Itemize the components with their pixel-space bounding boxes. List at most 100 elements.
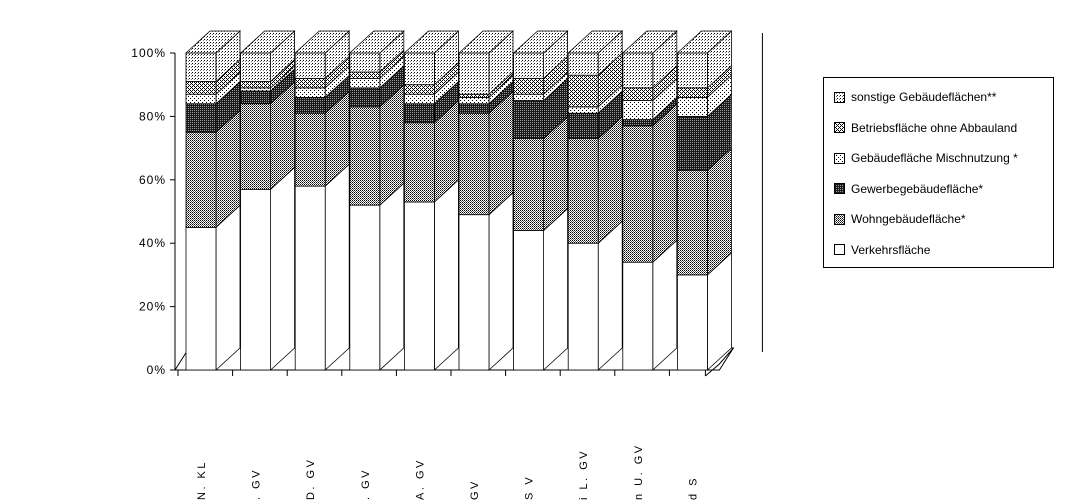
bar-segment xyxy=(185,103,217,133)
bar-segment xyxy=(240,90,272,105)
bar-segment xyxy=(567,74,599,108)
y-tick-label: 0% xyxy=(147,363,166,377)
bar-segment xyxy=(567,242,599,371)
bar-segment xyxy=(622,100,654,120)
bar-segment xyxy=(294,52,326,79)
y-tick-label: 20% xyxy=(139,300,166,314)
bar-segment xyxy=(349,77,381,89)
bar-segment xyxy=(458,103,490,114)
bar-segment xyxy=(622,261,654,371)
bar-segment xyxy=(294,87,326,98)
x-category-label: S V xyxy=(524,475,536,500)
bar-segment-side xyxy=(543,207,568,371)
bar-segment xyxy=(622,119,654,127)
bar-segment-side xyxy=(215,204,241,371)
x-category-label: A. GV xyxy=(414,458,426,500)
bar-top xyxy=(184,30,242,54)
bar-segment xyxy=(403,103,435,124)
bar-segment xyxy=(349,204,381,371)
bar-segment xyxy=(622,87,654,101)
bar-top xyxy=(239,30,296,54)
x-category-label: . GV xyxy=(251,468,263,500)
legend-label: Gebäudefläche Mischnutzung * xyxy=(851,151,1018,165)
bar-segment xyxy=(403,52,435,86)
bar-top xyxy=(348,30,405,54)
bar-segment xyxy=(185,52,217,82)
bar-segment xyxy=(458,96,490,105)
bar-segment xyxy=(513,138,544,231)
legend-item: Betriebsfläche ohne Abbauland xyxy=(834,120,1017,136)
bar-segment xyxy=(185,93,217,105)
bar-stack xyxy=(567,30,624,371)
x-category-label: . GV xyxy=(360,468,372,500)
bar-stack xyxy=(294,30,351,371)
bar-segment xyxy=(349,71,381,79)
bar-segment xyxy=(294,77,326,89)
x-axis: N. KL . GV D. GV . GV A. GV GV S V i L. GV n U. … xyxy=(175,369,720,500)
bar-segment xyxy=(458,112,490,216)
bar-segment xyxy=(567,138,599,244)
y-tick-label: 60% xyxy=(139,173,166,187)
bar-segment xyxy=(622,125,654,263)
x-category-label: i L. GV xyxy=(578,449,590,500)
bar-top xyxy=(403,30,460,54)
bar-segment-side xyxy=(652,239,678,371)
bar-top xyxy=(457,30,515,54)
bar-segment xyxy=(403,201,435,371)
bar-segment xyxy=(567,106,599,114)
legend-swatch xyxy=(834,91,845,103)
bar-segment xyxy=(458,93,490,98)
legend: sonstige Gebäudeflächen** Betriebsfläche … xyxy=(823,77,1054,268)
legend-item: sonstige Gebäudeflächen** xyxy=(834,89,996,105)
bar-segment xyxy=(567,112,599,139)
y-tick-label: 100% xyxy=(131,46,166,60)
bar-segment xyxy=(349,106,381,206)
bar-stack xyxy=(512,30,569,371)
x-category-label: N. KL xyxy=(196,460,208,500)
bar-segment-side xyxy=(324,163,350,371)
legend-swatch xyxy=(834,213,845,225)
legend-swatch xyxy=(834,152,845,164)
bar-stack xyxy=(676,30,733,371)
bar-segment xyxy=(294,96,326,114)
bar-stack xyxy=(239,30,296,371)
bar-stack xyxy=(184,30,242,371)
bar-segment xyxy=(185,226,217,371)
legend-swatch xyxy=(834,244,845,255)
bar-segment xyxy=(513,77,544,95)
bar-segment-side xyxy=(652,103,678,264)
bar-segment xyxy=(294,112,326,187)
bar-segment xyxy=(513,93,544,101)
bar-top xyxy=(294,30,351,54)
x-category-label: d S xyxy=(687,476,699,500)
bar-top xyxy=(567,30,624,54)
bar-segment xyxy=(677,116,708,171)
legend-swatch xyxy=(834,122,845,133)
bar-top xyxy=(621,30,678,54)
legend-item: Verkehrsfläche xyxy=(834,242,930,258)
bar-segment xyxy=(567,52,599,76)
bar-segment xyxy=(513,100,544,139)
bar-segment xyxy=(185,81,217,95)
x-category-label: GV xyxy=(469,479,481,500)
bar-segment xyxy=(458,214,490,371)
bar-segment xyxy=(185,131,217,228)
bar-stack xyxy=(348,30,405,371)
bar-stack xyxy=(621,30,678,371)
bar-segment xyxy=(677,274,708,371)
bar-top xyxy=(512,30,569,54)
bar-segment xyxy=(677,169,708,276)
legend-label: Gewerbegebäudefläche* xyxy=(851,181,984,196)
y-tick-label: 80% xyxy=(139,109,166,123)
legend-swatch xyxy=(834,183,845,194)
legend-item: Gewerbegebäudefläche* xyxy=(834,181,983,197)
bar-segment xyxy=(677,87,708,98)
legend-item: Wohngebäudefläche* xyxy=(834,211,966,227)
legend-label: sonstige Gebäudeflächen** xyxy=(851,90,997,104)
bar-top xyxy=(676,30,733,54)
legend-label: Wohngebäudefläche* xyxy=(851,212,966,226)
bar-segment-side xyxy=(379,182,405,371)
legend-item: Gebäudefläche Mischnutzung * xyxy=(834,150,1018,166)
bar-segment xyxy=(240,87,272,92)
